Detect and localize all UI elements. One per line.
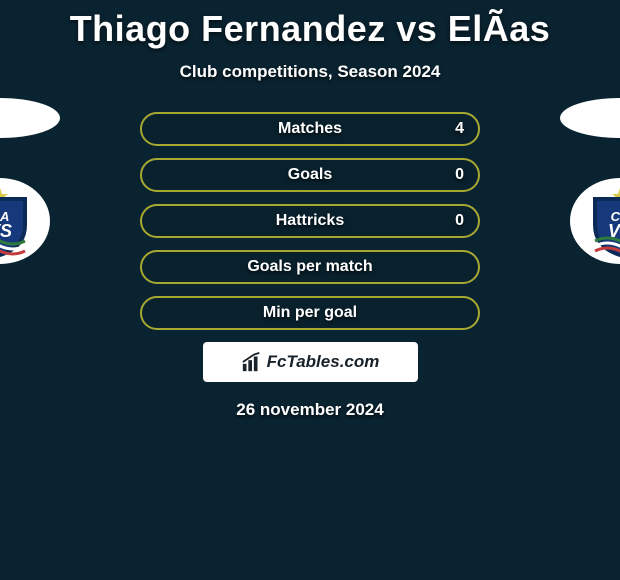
stat-right-value: 0 <box>455 166 464 184</box>
stat-row-hattricks: Hattricks 0 <box>140 204 480 238</box>
stat-row-goals-per-match: Goals per match <box>140 250 480 284</box>
club-badge-right: CA VS <box>570 178 620 264</box>
avatar-placeholder-icon <box>560 98 620 138</box>
stat-label: Goals per match <box>247 258 372 276</box>
shield-icon: CA VS <box>589 185 620 257</box>
stat-row-min-per-goal: Min per goal <box>140 296 480 330</box>
stat-label: Hattricks <box>276 212 344 230</box>
svg-text:CA: CA <box>611 209 620 224</box>
shield-icon: CA VS <box>0 185 31 257</box>
branding-badge: FcTables.com <box>203 342 418 382</box>
stat-label: Min per goal <box>263 304 357 322</box>
stat-right-value: 4 <box>455 120 464 138</box>
stats-container: Matches 4 Goals 0 Hattricks 0 Goals per … <box>140 112 480 330</box>
stat-label: Matches <box>278 120 342 138</box>
date-label: 26 november 2024 <box>0 400 620 420</box>
svg-text:VS: VS <box>0 221 12 241</box>
stat-row-matches: Matches 4 <box>140 112 480 146</box>
player-left-avatar: CA VS <box>0 98 60 264</box>
page-title: Thiago Fernandez vs ElÃ­as <box>0 0 620 50</box>
stat-right-value: 0 <box>455 212 464 230</box>
bar-chart-icon <box>241 351 263 373</box>
branding-text: FcTables.com <box>267 352 380 372</box>
svg-text:VS: VS <box>608 221 620 241</box>
avatar-placeholder-icon <box>0 98 60 138</box>
player-right-avatar: CA VS <box>560 98 620 264</box>
page-subtitle: Club competitions, Season 2024 <box>0 62 620 82</box>
stat-label: Goals <box>288 166 332 184</box>
club-badge-left: CA VS <box>0 178 50 264</box>
stat-row-goals: Goals 0 <box>140 158 480 192</box>
svg-text:CA: CA <box>0 209 9 224</box>
